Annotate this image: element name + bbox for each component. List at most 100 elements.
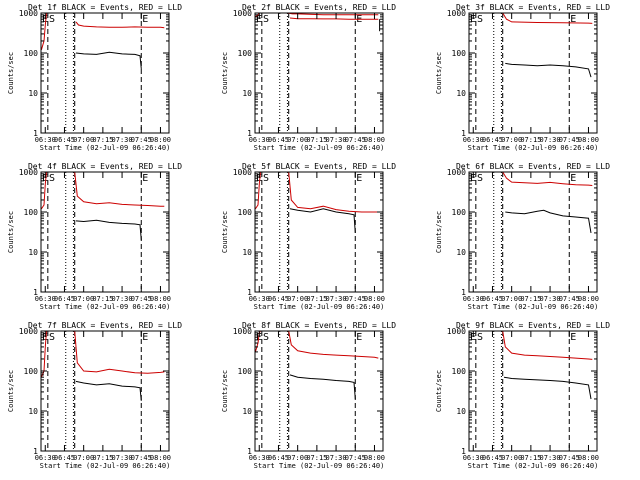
- y-axis-label: Counts/sec: [7, 370, 15, 412]
- y-tick-label: 1: [247, 129, 252, 138]
- panel-title: Det 8f BLACK = Events, RED = LLD: [242, 321, 396, 330]
- y-tick-label: 100: [452, 208, 467, 217]
- marker-label: E: [470, 173, 476, 184]
- x-tick-label: 06:45: [54, 136, 75, 144]
- x-axis-label: Start Time (02-Jul-09 06:26:40): [468, 144, 599, 152]
- x-tick-label: 08:00: [150, 295, 171, 303]
- y-tick-label: 1: [461, 129, 466, 138]
- marker-label: E: [470, 332, 476, 343]
- x-tick-label: 06:30: [249, 295, 270, 303]
- panel-title: Det 7f BLACK = Events, RED = LLD: [28, 321, 182, 330]
- x-axis-label: Start Time (02-Jul-09 06:26:40): [468, 462, 599, 470]
- y-tick-label: 1000: [233, 9, 252, 18]
- x-axis-label: Start Time (02-Jul-09 06:26:40): [254, 303, 385, 311]
- x-tick-label: 06:30: [35, 136, 56, 144]
- series-line: [289, 208, 356, 233]
- marker-label: E: [470, 14, 476, 25]
- plot-frame: [40, 330, 170, 452]
- marker-label: E: [356, 332, 362, 343]
- y-axis-label: Counts/sec: [221, 370, 229, 412]
- series-line: [75, 380, 142, 401]
- series-line: [75, 219, 142, 241]
- x-tick-label: 07:45: [345, 454, 366, 462]
- y-tick-label: 1: [461, 288, 466, 297]
- y-tick-label: 100: [452, 367, 467, 376]
- marker-label: E: [42, 14, 48, 25]
- marker-label: E: [142, 332, 148, 343]
- x-tick-label: 07:30: [540, 136, 561, 144]
- x-tick-label: 07:45: [345, 136, 366, 144]
- x-tick-label: 06:45: [268, 295, 289, 303]
- x-tick-label: 07:30: [112, 295, 133, 303]
- x-axis-label: Start Time (02-Jul-09 06:26:40): [254, 144, 385, 152]
- y-axis-label: Counts/sec: [435, 52, 443, 94]
- x-tick-label: 07:00: [501, 454, 522, 462]
- x-tick-label: 07:30: [326, 454, 347, 462]
- x-tick-label: 07:15: [306, 295, 327, 303]
- series-line: [75, 21, 165, 29]
- y-tick-label: 100: [452, 49, 467, 58]
- marker-label: S: [263, 173, 269, 184]
- x-tick-label: 07:30: [326, 136, 347, 144]
- x-tick-label: 07:30: [326, 295, 347, 303]
- series-line: [254, 171, 379, 213]
- series-line: [75, 51, 142, 69]
- y-tick-label: 100: [238, 49, 253, 58]
- x-tick-label: 08:00: [364, 136, 385, 144]
- y-axis-label: Counts/sec: [221, 52, 229, 94]
- x-axis-label: Start Time (02-Jul-09 06:26:40): [40, 144, 171, 152]
- x-tick-label: 07:00: [73, 295, 94, 303]
- y-tick-label: 1000: [19, 9, 38, 18]
- y-tick-label: 100: [24, 49, 39, 58]
- panel-title: Det 2f BLACK = Events, RED = LLD: [242, 3, 396, 12]
- marker-label: E: [570, 173, 576, 184]
- marker-label: S: [49, 332, 55, 343]
- plot-frame: [254, 12, 384, 134]
- x-tick-label: 08:00: [364, 295, 385, 303]
- x-tick-label: 07:30: [112, 454, 133, 462]
- y-tick-label: 1: [247, 288, 252, 297]
- y-tick-label: 1000: [447, 9, 466, 18]
- y-axis-label: Counts/sec: [435, 211, 443, 253]
- panel-title: Det 1f BLACK = Events, RED = LLD: [28, 3, 182, 12]
- y-tick-label: 1: [247, 447, 252, 456]
- marker-label: E: [42, 173, 48, 184]
- x-tick-label: 08:00: [150, 136, 171, 144]
- x-tick-label: 06:30: [249, 136, 270, 144]
- marker-label: E: [570, 332, 576, 343]
- x-tick-label: 07:15: [92, 295, 113, 303]
- y-tick-label: 10: [242, 89, 252, 98]
- marker-label: E: [356, 173, 362, 184]
- x-tick-label: 07:15: [520, 454, 541, 462]
- series-line: [503, 376, 592, 400]
- y-tick-label: 1000: [447, 327, 466, 336]
- x-tick-label: 07:15: [92, 136, 113, 144]
- plot-frame: [254, 330, 384, 452]
- x-tick-label: 07:45: [131, 136, 152, 144]
- x-tick-label: 07:00: [287, 454, 308, 462]
- plot-frame: [468, 171, 598, 293]
- x-tick-label: 06:45: [482, 136, 503, 144]
- x-tick-label: 07:45: [131, 295, 152, 303]
- marker-label: E: [142, 173, 148, 184]
- panel-title: Det 5f BLACK = Events, RED = LLD: [242, 162, 396, 171]
- x-tick-label: 06:30: [35, 295, 56, 303]
- y-axis-label: Counts/sec: [435, 370, 443, 412]
- y-tick-label: 1000: [233, 327, 252, 336]
- x-tick-label: 07:00: [501, 136, 522, 144]
- x-tick-label: 07:00: [73, 454, 94, 462]
- x-axis-label: Start Time (02-Jul-09 06:26:40): [254, 462, 385, 470]
- y-tick-label: 100: [238, 367, 253, 376]
- x-tick-label: 06:45: [54, 454, 75, 462]
- x-tick-label: 06:30: [249, 454, 270, 462]
- y-tick-label: 10: [28, 407, 38, 416]
- x-tick-label: 07:45: [131, 454, 152, 462]
- panel-title: Det 4f BLACK = Events, RED = LLD: [28, 162, 182, 171]
- x-tick-label: 07:00: [73, 136, 94, 144]
